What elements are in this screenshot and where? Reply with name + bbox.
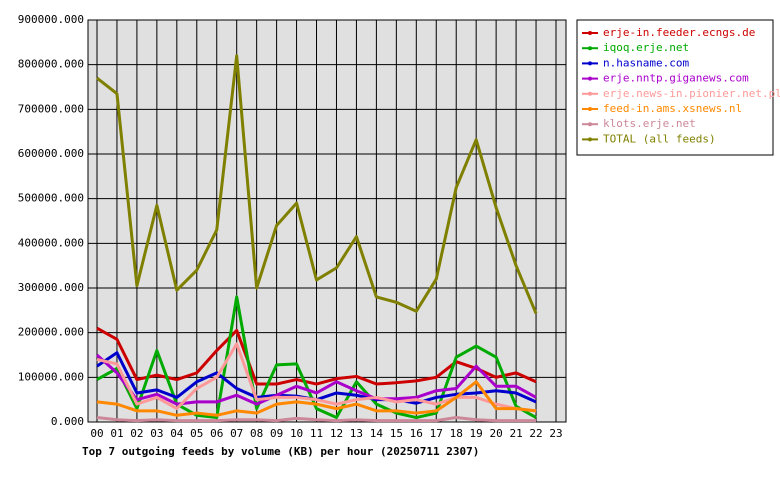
x-tick-label: 06	[210, 427, 223, 440]
legend-label: erje.news-in.pionier.net.pl	[603, 87, 780, 100]
y-tick-label: 400000.000	[18, 236, 84, 249]
legend-label: erje.nntp.giganews.com	[603, 72, 749, 85]
legend-label: erje-in.feeder.ecngs.de	[603, 26, 755, 39]
legend-label: iqoq.erje.net	[603, 41, 689, 54]
y-tick-label: 900000.000	[18, 13, 84, 26]
series-line	[96, 380, 537, 417]
x-tick-label: 18	[450, 427, 463, 440]
y-tick-label: 500000.000	[18, 192, 84, 205]
x-tick-label: 01	[110, 427, 123, 440]
plot-area	[87, 19, 567, 423]
series-line	[96, 416, 537, 423]
legend-marker	[588, 137, 592, 142]
legend-label: klots.erje.net	[603, 117, 696, 130]
legend-marker	[588, 46, 592, 51]
x-tick-label: 13	[350, 427, 363, 440]
y-tick-label: 800000.000	[18, 58, 84, 71]
series-line	[95, 353, 537, 406]
x-tick-label: 12	[330, 427, 343, 440]
x-tick-label: 17	[430, 427, 443, 440]
legend-marker	[588, 107, 592, 111]
legend-marker	[588, 61, 592, 66]
x-tick-label: 09	[270, 427, 283, 440]
x-tick-label: 03	[150, 427, 163, 440]
legend-marker	[588, 122, 592, 127]
legend-marker	[588, 91, 592, 96]
x-tick-label: 19	[470, 427, 483, 440]
y-tick-label: 100000.000	[18, 370, 84, 383]
x-tick-label: 15	[390, 427, 403, 440]
legend-box	[576, 19, 774, 156]
legend-label: n.hasname.com	[603, 56, 689, 69]
y-tick-label: 600000.000	[18, 147, 84, 160]
y-tick-label: 200000.000	[18, 326, 84, 339]
x-tick-label: 22	[529, 427, 542, 440]
series-line	[96, 295, 537, 420]
x-tick-label: 20	[490, 427, 503, 440]
legend-marker	[588, 76, 592, 81]
legend-marker	[588, 31, 592, 35]
y-tick-label: 300000.000	[18, 281, 84, 294]
x-tick-label: 00	[90, 427, 103, 440]
series-line	[96, 326, 537, 386]
x-tick-label: 16	[410, 427, 423, 440]
legend-label: feed-in.ams.xsnews.nl	[603, 102, 742, 115]
chart-title: Top 7 outgoing feeds by volume (KB) per …	[82, 445, 479, 458]
x-tick-label: 14	[370, 427, 384, 440]
x-tick-label: 08	[250, 427, 263, 440]
x-tick-label: 02	[130, 427, 143, 440]
x-tick-label: 05	[190, 427, 203, 440]
y-tick-label: 700000.000	[18, 102, 84, 115]
x-tick-label: 21	[509, 427, 522, 440]
x-tick-label: 11	[310, 427, 323, 440]
legend-label: TOTAL (all feeds)	[603, 132, 716, 145]
y-tick-label: 0.000	[51, 415, 84, 428]
series-line	[96, 54, 538, 315]
x-tick-label: 04	[170, 427, 184, 440]
series-line	[96, 342, 537, 413]
x-tick-label: 07	[230, 427, 243, 440]
x-tick-label: 23	[549, 427, 562, 440]
x-tick-label: 10	[290, 427, 303, 440]
